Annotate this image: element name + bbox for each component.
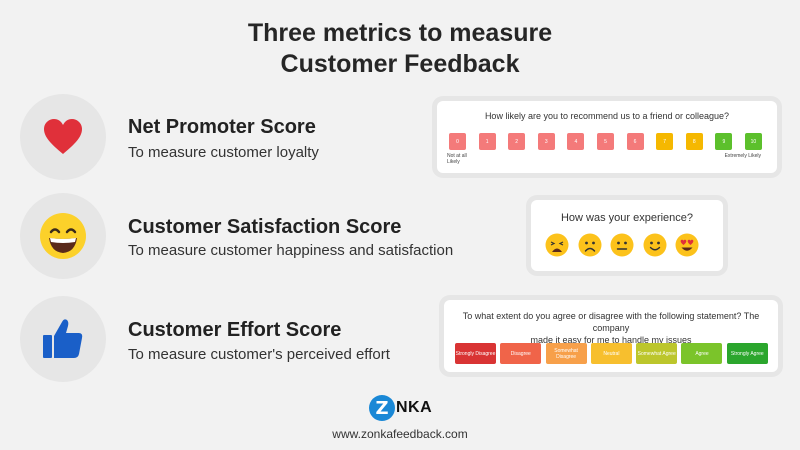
ces-option-2[interactable]: Somewhat Disagree <box>545 343 587 364</box>
ces-question-line-2: made it easy for me to handle my issues <box>530 335 692 345</box>
ces-option-0[interactable]: Strongly Disagree <box>455 343 496 364</box>
ces-option-3[interactable]: Neutral <box>590 343 632 364</box>
heart-icon <box>44 119 82 154</box>
nps-title: Net Promoter Score <box>128 116 316 138</box>
nps-option-0[interactable]: 0 <box>449 133 466 150</box>
website-url[interactable]: www.zonkafeedback.com <box>332 427 468 441</box>
neutral-face-icon[interactable] <box>610 233 634 257</box>
nps-survey-card: How likely are you to recommend us to a … <box>437 101 777 173</box>
title-line-1: Three metrics to measure <box>247 19 553 47</box>
logo-post: NKA <box>396 399 433 416</box>
nps-high-label: Extremely Likely <box>724 153 761 159</box>
grinning-face-icon-badge <box>20 193 106 279</box>
csat-title: Customer Satisfaction Score <box>128 216 402 238</box>
csat-survey-card: How was your experience? <box>531 200 723 271</box>
csat-question: How was your experience? <box>560 212 694 224</box>
nps-option-9[interactable]: 9 <box>715 133 733 150</box>
nps-option-1[interactable]: 1 <box>478 133 496 150</box>
ces-option-1[interactable]: Disagree <box>500 343 542 364</box>
ces-question: To what extent do you agree or disagree … <box>444 310 778 346</box>
tired-face-icon[interactable] <box>545 233 569 257</box>
nps-option-4[interactable]: 4 <box>567 133 585 150</box>
ces-option-5[interactable]: Agree <box>681 343 723 364</box>
nps-option-5[interactable]: 5 <box>596 133 614 150</box>
grinning-face-icon <box>40 213 86 259</box>
zonka-logo-mark: Z <box>369 395 395 421</box>
page-title: Three metrics to measure Customer Feedba… <box>0 18 800 80</box>
heart-eyes-face-icon[interactable] <box>675 233 699 257</box>
frowning-face-icon[interactable] <box>578 233 602 257</box>
nps-option-2[interactable]: 2 <box>508 133 526 150</box>
nps-description: To measure customer loyalty <box>128 144 319 161</box>
thumbs-up-icon-badge <box>20 296 106 382</box>
nps-option-8[interactable]: 8 <box>685 133 703 150</box>
title-line-2: Customer Feedback <box>280 50 520 78</box>
nps-option-10[interactable]: 10 <box>744 133 762 150</box>
ces-option-6[interactable]: Strongly Agree <box>726 343 768 364</box>
nps-low-label: Not at all Likely <box>447 153 467 165</box>
logo-wordmark: oNKA <box>396 399 432 417</box>
nps-option-7[interactable]: 7 <box>656 133 674 150</box>
csat-description: To measure customer happiness and satisf… <box>128 242 454 259</box>
ces-option-4[interactable]: Somewhat Agree <box>636 343 678 364</box>
zonka-logo: Z oNKA <box>369 395 432 421</box>
ces-options: Strongly Disagree Disagree Somewhat Disagr… <box>455 343 772 364</box>
heart-icon-badge <box>20 94 106 180</box>
logo-pre: Z <box>375 397 389 419</box>
nps-scale: 0 1 2 3 4 5 6 7 8 9 10 <box>449 133 775 150</box>
csat-faces <box>545 233 708 257</box>
nps-option-3[interactable]: 3 <box>537 133 555 150</box>
ces-survey-card: To what extent do you agree or disagree … <box>444 300 778 372</box>
ces-question-line-1: To what extent do you agree or disagree … <box>462 311 760 333</box>
ces-title: Customer Effort Score <box>128 319 342 341</box>
ces-description: To measure customer's perceived effort <box>128 346 390 363</box>
nps-question: How likely are you to recommend us to a … <box>484 111 730 121</box>
smiling-face-icon[interactable] <box>643 233 667 257</box>
nps-option-6[interactable]: 6 <box>626 133 644 150</box>
thumbs-up-icon <box>43 319 83 358</box>
